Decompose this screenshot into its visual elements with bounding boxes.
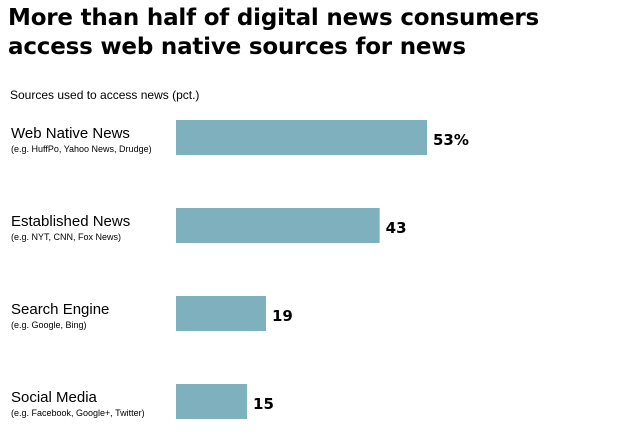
value-label-search-engine: 19 bbox=[272, 307, 293, 325]
category-label-social-media: Social Media bbox=[11, 389, 98, 406]
bar-search-engine bbox=[176, 296, 266, 331]
category-label-search-engine: Search Engine bbox=[11, 301, 109, 318]
category-label-web-native-news: Web Native News bbox=[11, 125, 130, 142]
category-note-established-news: (e.g. NYT, CNN, Fox News) bbox=[11, 232, 121, 242]
bar-established-news bbox=[176, 208, 380, 243]
value-label-web-native-news: 53% bbox=[433, 131, 469, 149]
bar-web-native-news bbox=[176, 120, 427, 155]
value-label-established-news: 43 bbox=[386, 219, 407, 237]
category-note-web-native-news: (e.g. HuffPo, Yahoo News, Drudge) bbox=[11, 144, 152, 154]
category-label-established-news: Established News bbox=[11, 213, 130, 230]
bar-social-media bbox=[176, 384, 248, 419]
chart-subtitle: Sources used to access news (pct.) bbox=[10, 88, 200, 102]
category-note-search-engine: (e.g. Google, Bing) bbox=[11, 320, 87, 330]
chart-title: More than half of digital news consumers… bbox=[8, 5, 540, 60]
category-note-social-media: (e.g. Facebook, Google+, Twitter) bbox=[11, 408, 145, 418]
value-label-social-media: 15 bbox=[253, 395, 274, 413]
